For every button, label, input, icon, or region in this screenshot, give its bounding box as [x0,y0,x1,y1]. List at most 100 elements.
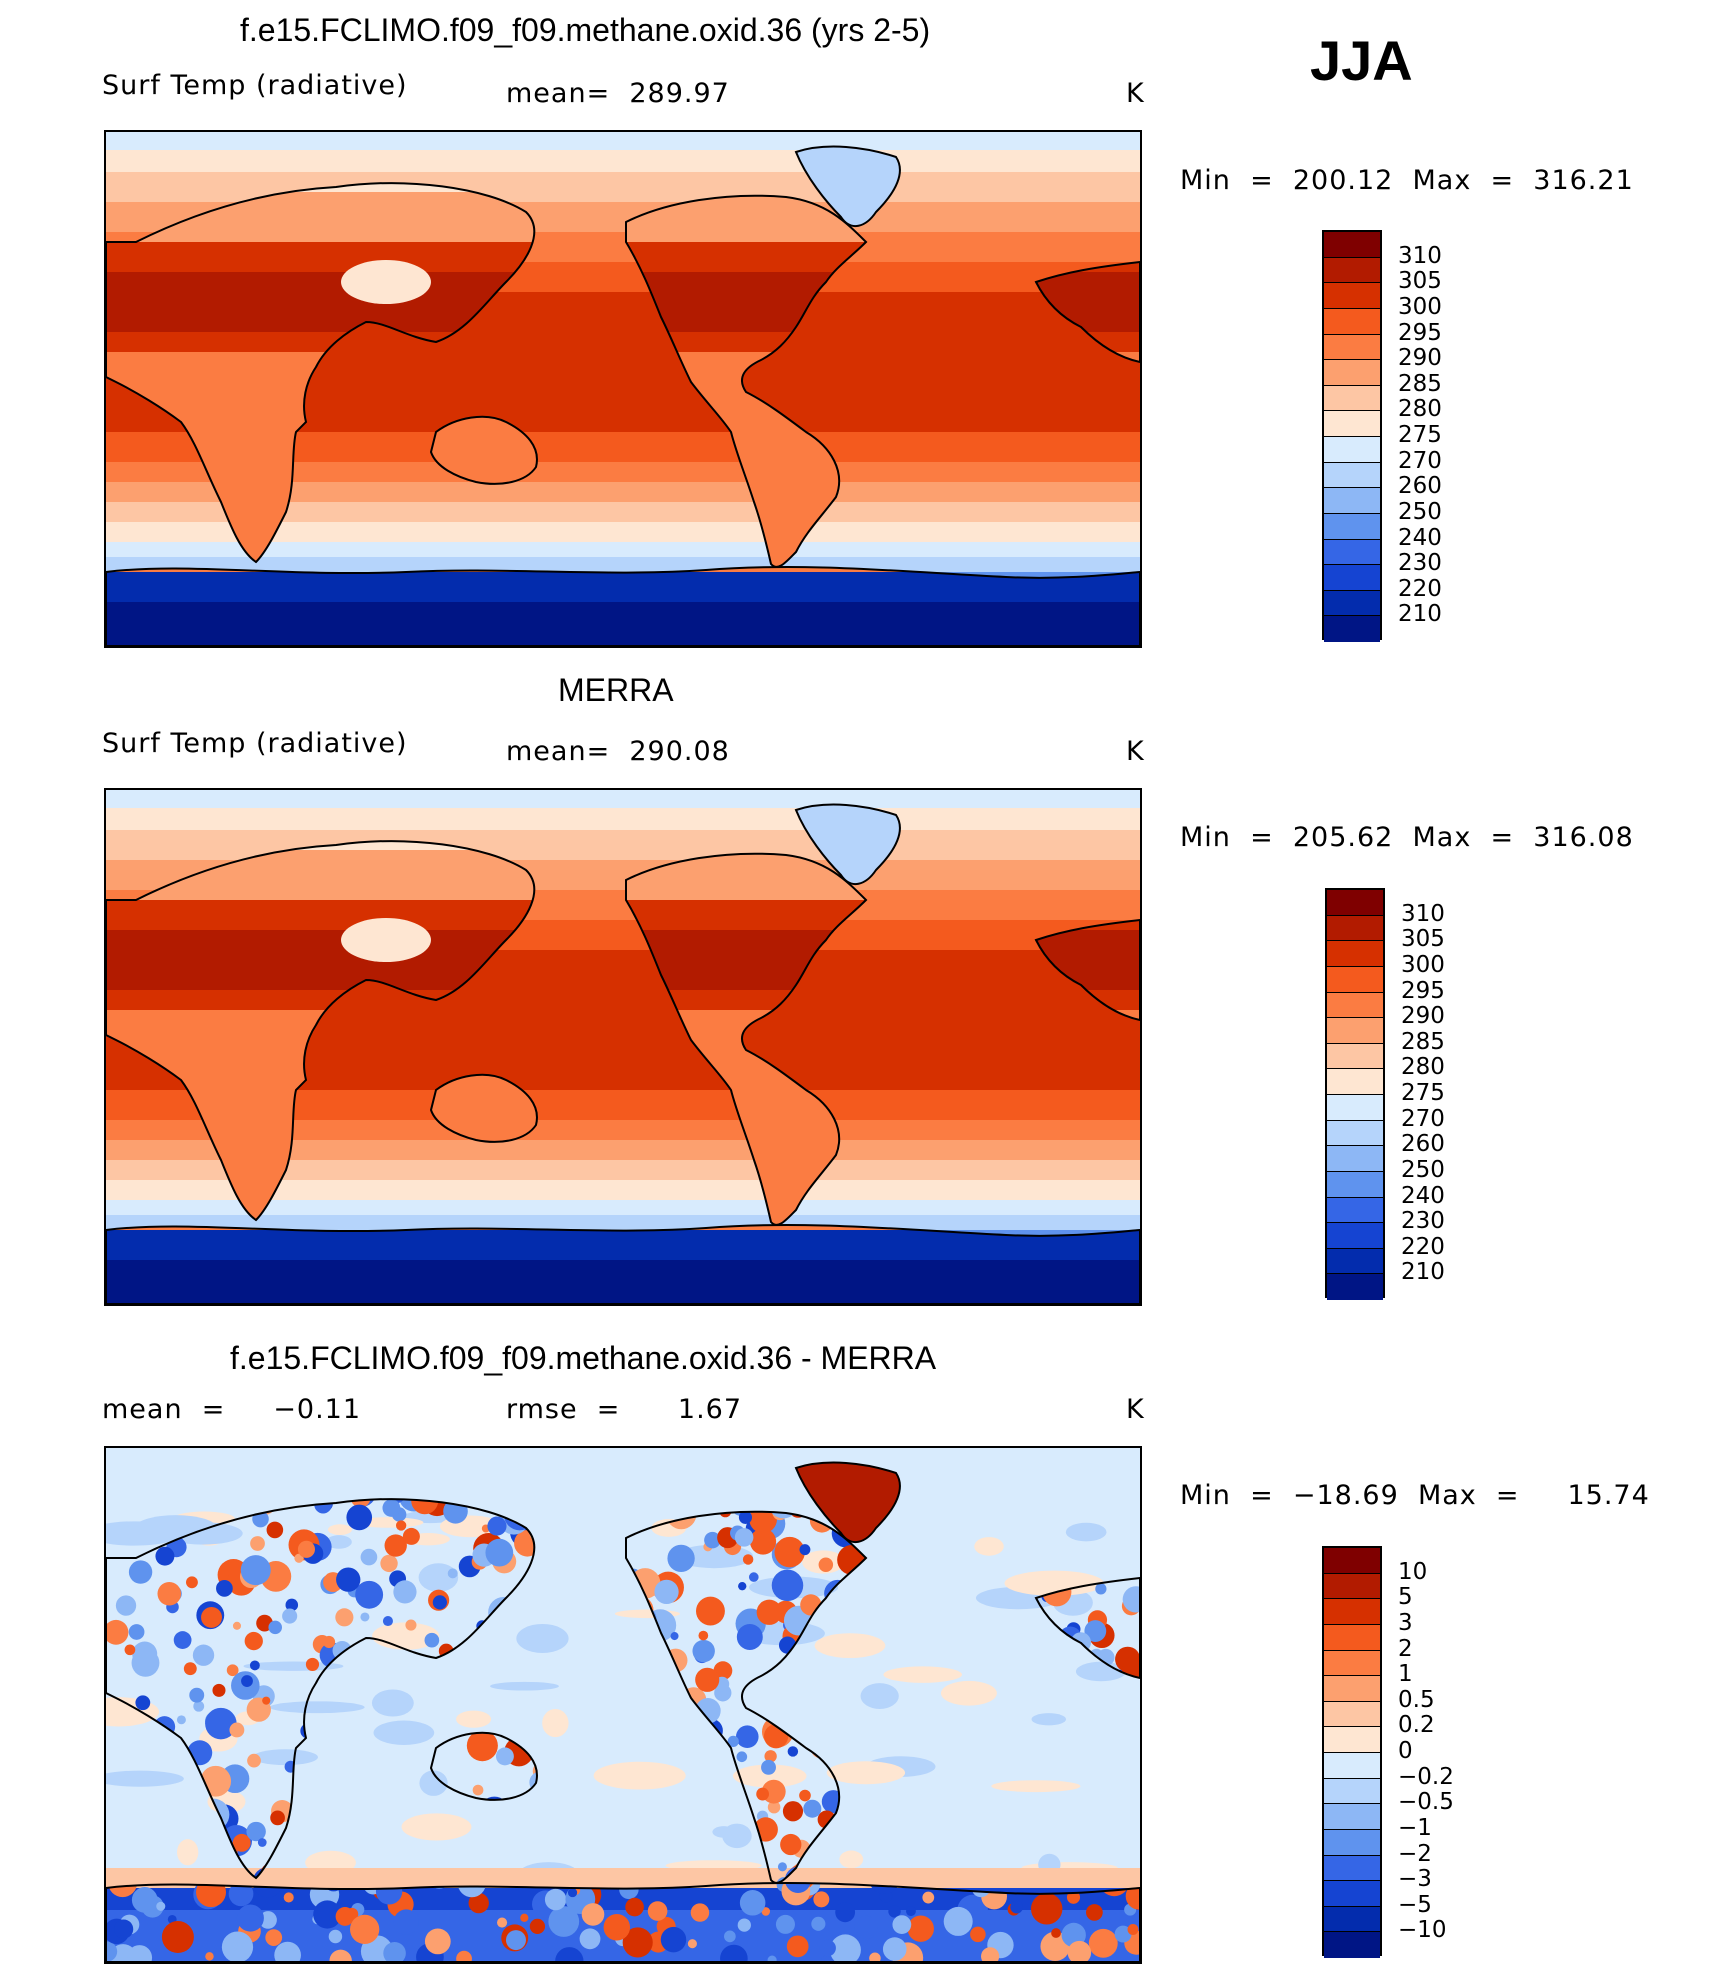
panel-2-units: K [1126,736,1145,767]
colorbar-swatch [1324,1881,1380,1907]
colorbar-tick-label: 280 [1398,396,1442,423]
colorbar-tick-label: 300 [1401,951,1445,978]
colorbar-swatch [1324,590,1380,617]
panel-3-mean-label: mean = −0.11 [102,1394,362,1425]
season-label: JJA [1310,29,1413,92]
colorbar-swatch [1324,1932,1380,1958]
colorbar-tick-label: 270 [1401,1105,1445,1132]
colorbar-swatch [1324,1804,1380,1830]
colorbar-tick-label: 230 [1401,1208,1445,1235]
colorbar-tick-label: 260 [1401,1131,1445,1158]
colorbar-tick-label: −1 [1398,1814,1432,1841]
panel-3-rmse-label: rmse = 1.67 [506,1394,743,1425]
panel-2-title: MERRA [558,672,674,708]
colorbar-tick-label: 210 [1398,601,1442,628]
panel-2-mean-label: mean= 290.08 [506,736,730,767]
colorbar-swatch [1324,1548,1380,1574]
colorbar-tick-label: 2 [1398,1635,1413,1662]
colorbar-tick-label: 295 [1401,977,1445,1004]
colorbar-swatch [1324,1676,1380,1702]
colorbar-swatch [1327,1146,1383,1172]
colorbar-tick-label: 290 [1401,1003,1445,1030]
colorbar-swatch [1324,1573,1380,1600]
panel-3-map [104,1446,1142,1964]
colorbar-swatch [1324,488,1380,514]
colorbar-tick-label: 270 [1398,447,1442,474]
panel-1-min-max: Min = 200.12 Max = 316.21 [1180,165,1634,196]
colorbar-swatch [1327,1018,1383,1044]
panel-1-variable-label: Surf Temp (radiative) [102,70,408,101]
colorbar-tick-label: 10 [1398,1558,1428,1585]
colorbar-swatch [1324,513,1380,540]
colorbar-tick-label: 275 [1398,422,1442,448]
colorbar-swatch [1324,1599,1380,1625]
colorbar-tick-label: −3 [1398,1866,1432,1893]
colorbar-swatch [1324,257,1380,284]
colorbar-swatch [1324,1855,1380,1882]
colorbar-swatch [1327,1197,1383,1224]
colorbar-tick-label: 1 [1398,1661,1413,1688]
colorbar-tick-label: −10 [1398,1917,1447,1944]
colorbar-tick-label: 3 [1398,1609,1413,1636]
colorbar-tick-label: 295 [1398,319,1442,346]
panel-1-map-graphic [106,132,1140,646]
colorbar-tick-label: 250 [1401,1156,1445,1183]
colorbar-swatch [1324,385,1380,412]
colorbar-tick-label: 290 [1398,345,1442,372]
panel-1-colorbar [1322,230,1382,642]
colorbar-tick-label: −5 [1398,1891,1432,1918]
panel-1-mean-label: mean= 289.97 [506,78,730,109]
colorbar-swatch [1324,411,1380,437]
panel-2-colorbar [1325,888,1385,1300]
colorbar-swatch [1324,334,1380,361]
colorbar-swatch [1324,308,1380,335]
panel-3-units: K [1126,1394,1145,1425]
colorbar-swatch [1324,539,1380,566]
colorbar-swatch [1327,1120,1383,1147]
colorbar-swatch [1327,992,1383,1019]
colorbar-swatch [1327,1069,1383,1095]
colorbar-swatch [1324,283,1380,309]
colorbar-swatch [1327,966,1383,993]
colorbar-tick-label: −0.2 [1398,1763,1454,1790]
colorbar-tick-label: 240 [1401,1182,1445,1209]
colorbar-swatch [1324,1753,1380,1779]
colorbar-swatch [1324,360,1380,386]
colorbar-tick-label: 0.2 [1398,1712,1435,1739]
colorbar-tick-label: 280 [1401,1054,1445,1081]
panel-1-map [104,130,1142,648]
colorbar-swatch [1327,890,1383,916]
colorbar-swatch [1324,616,1380,642]
colorbar-tick-label: 240 [1398,524,1442,551]
panel-2-variable-label: Surf Temp (radiative) [102,728,408,759]
colorbar-swatch [1324,1906,1380,1933]
colorbar-tick-label: 275 [1401,1080,1445,1106]
colorbar-tick-label: 305 [1398,268,1442,295]
colorbar-swatch [1324,1701,1380,1728]
colorbar-tick-label: −0.5 [1398,1789,1454,1816]
colorbar-tick-label: −2 [1398,1840,1432,1867]
colorbar-tick-label: 210 [1401,1259,1445,1286]
colorbar-tick-label: 300 [1398,293,1442,320]
colorbar-swatch [1324,1650,1380,1677]
panel-3-colorbar [1322,1546,1382,1958]
panel-1-title: f.e15.FCLIMO.f09_f09.methane.oxid.36 (yr… [240,12,931,48]
colorbar-swatch [1327,915,1383,942]
colorbar-swatch [1324,437,1380,463]
colorbar-tick-label: 220 [1398,575,1442,602]
panel-3-title: f.e15.FCLIMO.f09_f09.methane.oxid.36 - M… [230,1340,937,1376]
colorbar-tick-label: 0.5 [1398,1686,1435,1713]
panel-3-min-max: Min = −18.69 Max = 15.74 [1180,1480,1650,1511]
colorbar-tick-label: 250 [1398,498,1442,525]
panel-2-min-max: Min = 205.62 Max = 316.08 [1180,822,1634,853]
colorbar-swatch [1324,1829,1380,1856]
colorbar-tick-label: 220 [1401,1233,1445,1260]
colorbar-swatch [1327,1274,1383,1300]
panel-3-map-graphic [106,1448,1140,1962]
colorbar-tick-label: 310 [1398,242,1442,269]
colorbar-swatch [1324,1778,1380,1805]
colorbar-swatch [1327,1248,1383,1275]
colorbar-tick-label: 310 [1401,900,1445,927]
colorbar-tick-label: 285 [1401,1028,1445,1055]
colorbar-swatch [1324,232,1380,258]
